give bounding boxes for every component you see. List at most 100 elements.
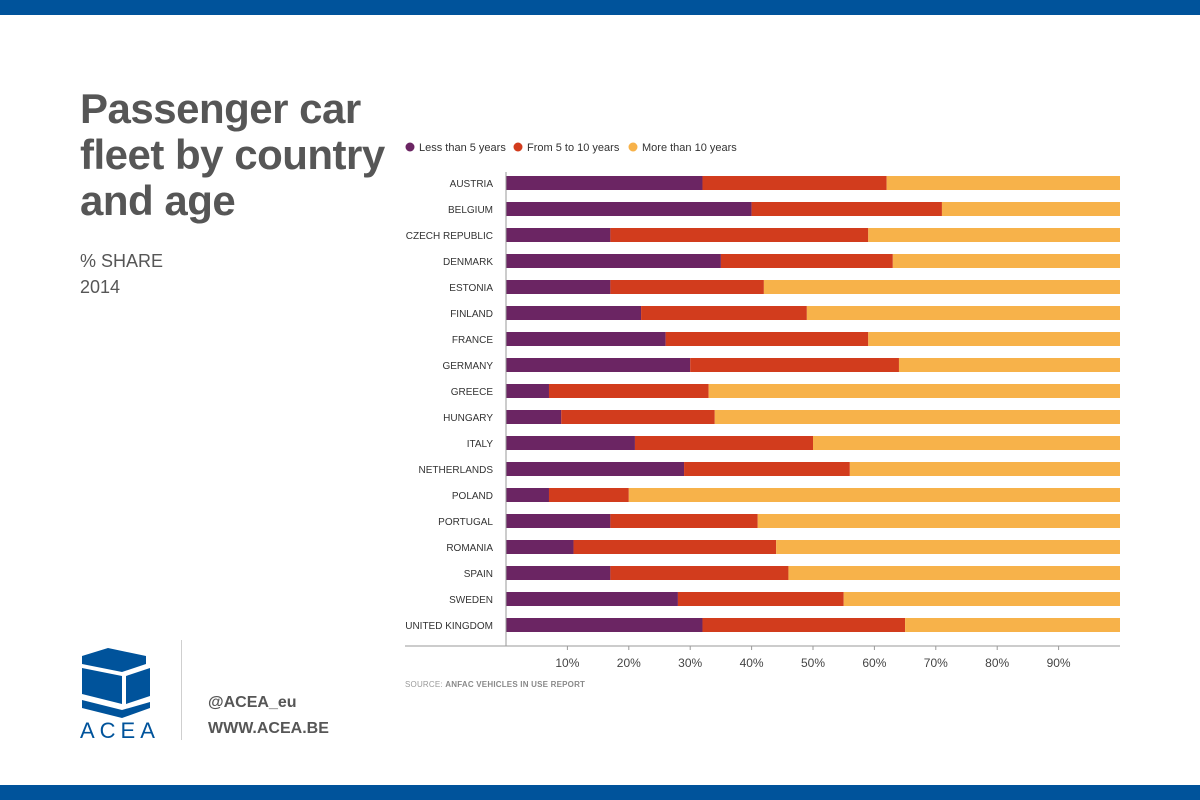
- bar-segment-1: [610, 228, 869, 242]
- x-tick-label: 30%: [678, 656, 702, 670]
- source-label: SOURCE:: [405, 680, 443, 689]
- bar-segment-0: [506, 462, 685, 476]
- category-label: UNITED KINGDOM: [405, 621, 493, 632]
- bar-segment-2: [776, 540, 1120, 554]
- bar-segment-2: [892, 254, 1120, 268]
- x-tick-label: 50%: [801, 656, 825, 670]
- category-label: DENMARK: [443, 257, 493, 268]
- source-note: SOURCE: ANFAC VEHICLES IN USE REPORT: [405, 680, 585, 689]
- bar-segment-2: [849, 462, 1120, 476]
- bar-segment-0: [506, 254, 721, 268]
- source-text: ANFAC VEHICLES IN USE REPORT: [445, 680, 586, 689]
- x-tick-label: 70%: [924, 656, 948, 670]
- bar-segment-2: [788, 566, 1120, 580]
- bar-segment-0: [506, 618, 703, 632]
- bar-segment-1: [610, 514, 758, 528]
- x-tick-label: 20%: [617, 656, 641, 670]
- bar-segment-1: [610, 280, 764, 294]
- category-label: GREECE: [451, 387, 494, 398]
- acea-logo-icon: [82, 648, 150, 718]
- bar-segment-0: [506, 436, 635, 450]
- bar-segment-1: [610, 566, 789, 580]
- bar-segment-1: [684, 462, 850, 476]
- legend-swatch-2: [628, 142, 638, 152]
- legend-label-0: Less than 5 years: [419, 142, 506, 154]
- bar-segment-0: [506, 228, 611, 242]
- bar-segment-2: [714, 410, 1120, 424]
- bar-segment-1: [641, 306, 807, 320]
- bar-segment-2: [886, 176, 1120, 190]
- x-tick-label: 60%: [862, 656, 886, 670]
- category-label: SPAIN: [464, 569, 493, 580]
- bar-segment-0: [506, 306, 642, 320]
- bar-segment-0: [506, 384, 549, 398]
- bar-segment-1: [634, 436, 813, 450]
- bar-segment-1: [677, 592, 844, 606]
- bar-segment-2: [868, 332, 1120, 346]
- logo-text: ACEA: [80, 718, 160, 743]
- bar-segment-2: [806, 306, 1120, 320]
- bar-segment-0: [506, 332, 666, 346]
- bar-segment-0: [506, 410, 562, 424]
- bar-segment-2: [763, 280, 1120, 294]
- x-tick-label: 80%: [985, 656, 1009, 670]
- category-label: ROMANIA: [446, 543, 493, 554]
- bar-segment-1: [702, 618, 906, 632]
- category-label: SWEDEN: [449, 595, 493, 606]
- bar-segment-0: [506, 358, 691, 372]
- bar-segment-1: [548, 488, 629, 502]
- bar-segment-1: [548, 384, 709, 398]
- bar-segment-0: [506, 280, 611, 294]
- bar-segment-1: [702, 176, 887, 190]
- category-label: ESTONIA: [449, 283, 493, 294]
- category-label: CZECH REPUBLIC: [406, 231, 493, 242]
- category-label: PORTUGAL: [438, 517, 493, 528]
- footer-divider: [181, 640, 182, 740]
- twitter-handle[interactable]: @ACEA_eu: [208, 694, 297, 711]
- legend-label-2: More than 10 years: [642, 142, 737, 154]
- subtitle: % SHARE 2014: [80, 248, 163, 300]
- subtitle-year: 2014: [80, 277, 121, 297]
- legend-swatch-0: [405, 142, 415, 152]
- category-label: FINLAND: [450, 309, 493, 320]
- legend-label-1: From 5 to 10 years: [527, 142, 620, 154]
- bar-segment-0: [506, 592, 678, 606]
- bar-segment-0: [506, 176, 703, 190]
- x-tick-label: 40%: [740, 656, 764, 670]
- category-label: ITALY: [467, 439, 494, 450]
- bar-segment-1: [751, 202, 942, 216]
- bar-segment-2: [905, 618, 1120, 632]
- bar-segment-1: [690, 358, 899, 372]
- bar-segment-0: [506, 566, 611, 580]
- category-label: NETHERLANDS: [419, 465, 494, 476]
- contact-block: @ACEA_eu WWW.ACEA.BE: [208, 690, 329, 742]
- category-label: AUSTRIA: [450, 179, 494, 190]
- bar-segment-2: [868, 228, 1120, 242]
- bar-segment-1: [665, 332, 869, 346]
- top-band: [0, 0, 1200, 15]
- category-label: GERMANY: [442, 361, 493, 372]
- subtitle-share: % SHARE: [80, 251, 164, 271]
- bar-segment-0: [506, 540, 574, 554]
- bottom-band: [0, 785, 1200, 800]
- legend-swatch-1: [513, 142, 523, 152]
- category-label: HUNGARY: [443, 413, 493, 424]
- category-label: BELGIUM: [448, 205, 493, 216]
- category-label: FRANCE: [452, 335, 493, 346]
- x-tick-label: 90%: [1047, 656, 1071, 670]
- bar-segment-2: [941, 202, 1120, 216]
- page-title: Passenger car fleet by country and age: [80, 85, 385, 224]
- website-link[interactable]: WWW.ACEA.BE: [208, 720, 329, 737]
- bar-segment-1: [720, 254, 893, 268]
- bar-segment-2: [813, 436, 1120, 450]
- bar-segment-0: [506, 514, 611, 528]
- category-label: POLAND: [452, 491, 493, 502]
- bar-segment-2: [843, 592, 1120, 606]
- bar-segment-0: [506, 202, 752, 216]
- bar-segment-2: [757, 514, 1120, 528]
- bar-segment-0: [506, 488, 549, 502]
- bar-segment-1: [561, 410, 715, 424]
- bar-segment-2: [898, 358, 1120, 372]
- bar-segment-2: [628, 488, 1120, 502]
